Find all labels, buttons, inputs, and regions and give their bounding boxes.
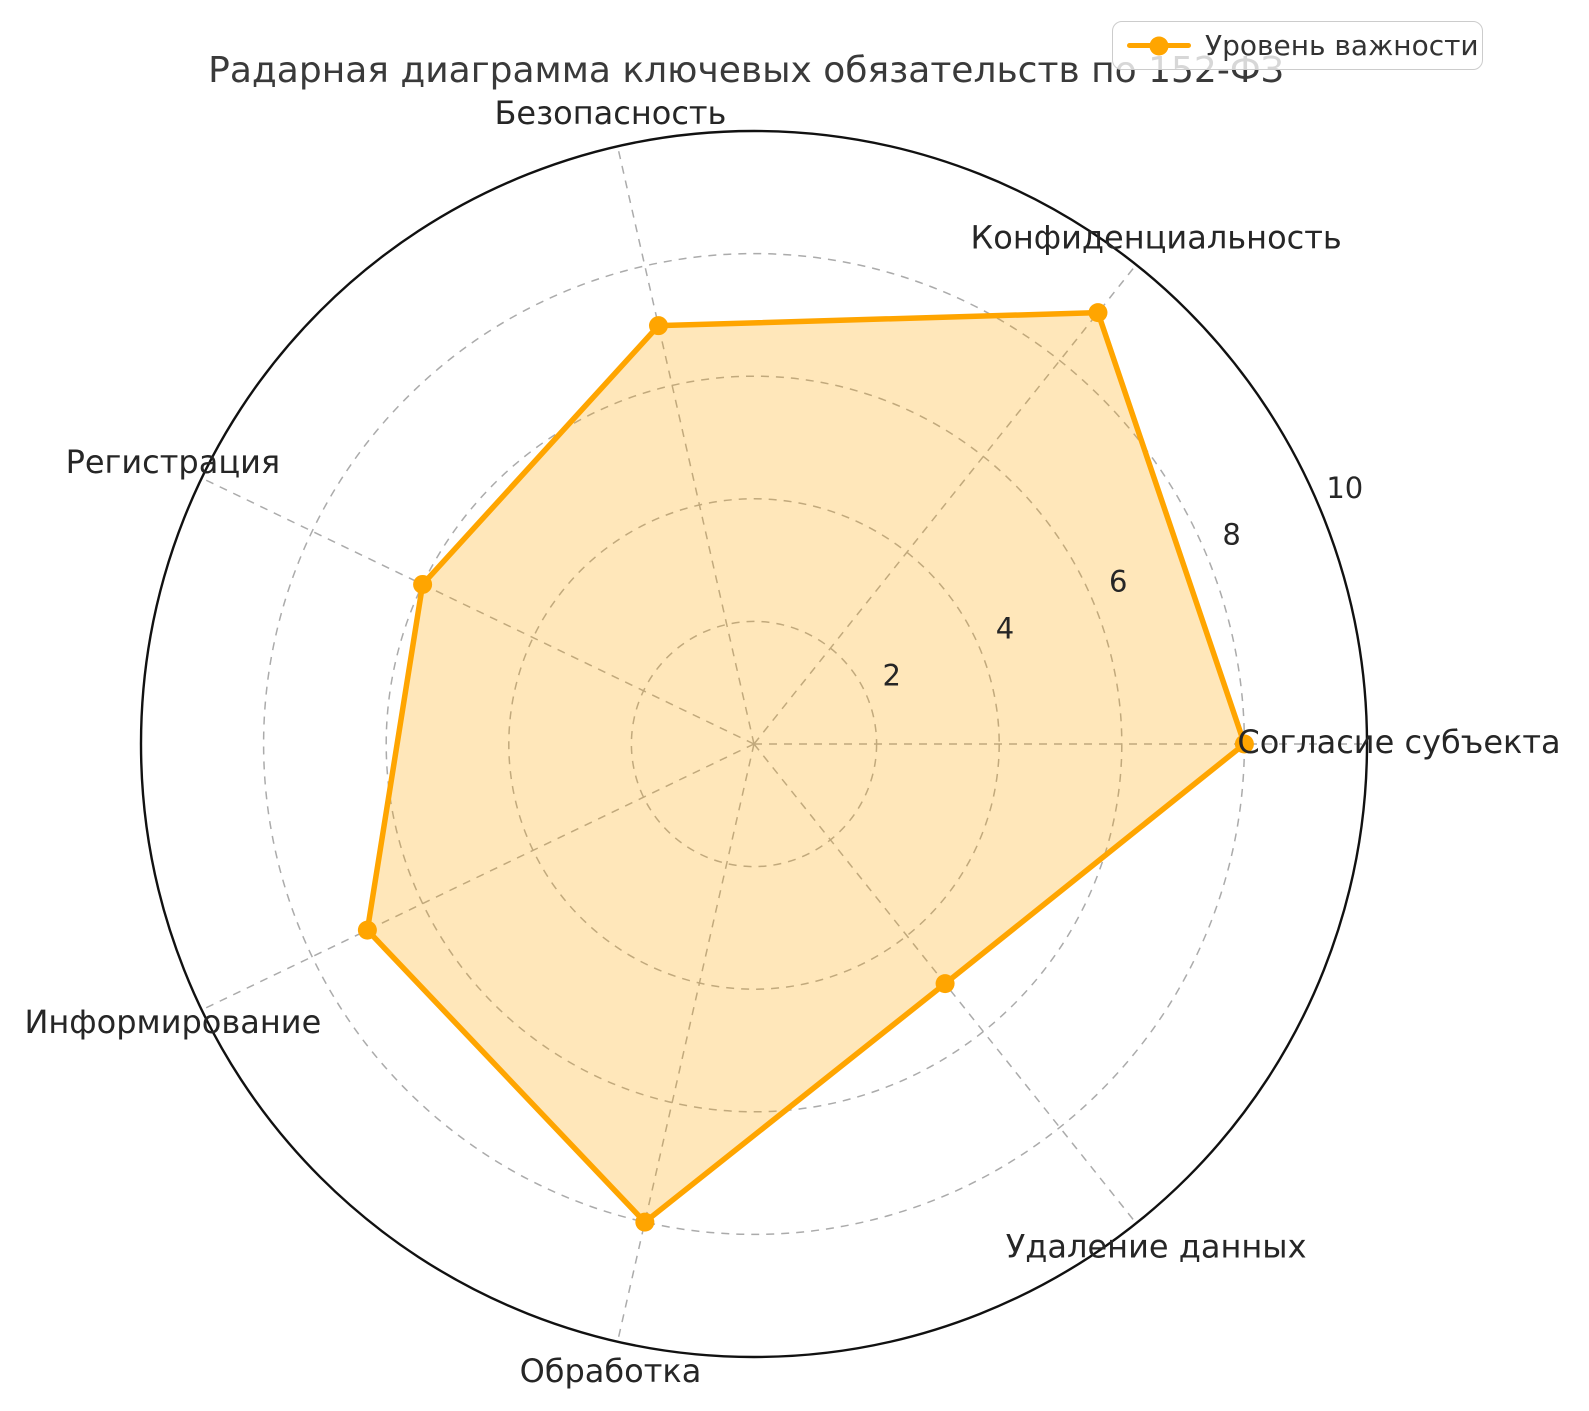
category-label: Информирование: [24, 1003, 321, 1041]
data-point: [357, 920, 377, 940]
data-point: [648, 316, 668, 336]
axis-spoke: [616, 743, 755, 1342]
legend-line-marker-icon: [1127, 36, 1191, 55]
axis-spoke: [616, 146, 755, 745]
legend-label: Уровень важности: [1205, 29, 1479, 62]
radial-tick-label: 4: [996, 612, 1014, 646]
radial-tick-label: 10: [1326, 471, 1363, 505]
data-point: [413, 574, 433, 594]
chart-title: Радарная диаграмма ключевых обязательств…: [208, 50, 1284, 91]
data-point: [1088, 303, 1108, 323]
category-label: Регистрация: [66, 443, 281, 481]
radial-tick-label: 6: [1109, 565, 1127, 599]
axis-spoke: [753, 264, 1137, 745]
data-point: [635, 1212, 655, 1232]
data-point: [1234, 734, 1254, 754]
legend: Уровень важности: [1112, 21, 1483, 70]
axis-spoke: [201, 743, 755, 1011]
radial-tick-label: 8: [1222, 518, 1240, 552]
outer-circle: [139, 129, 1369, 1359]
radial-tick-label: 2: [883, 658, 901, 692]
category-label: Обработка: [520, 1352, 702, 1390]
category-label: Согласие субъекта: [1237, 723, 1560, 761]
legend-dot-icon: [1149, 36, 1169, 55]
axis-spoke: [201, 477, 755, 745]
category-label: Безопасность: [494, 94, 726, 132]
data-polygon: [364, 309, 1248, 1225]
category-label: Конфиденциальность: [971, 219, 1342, 257]
data-point: [935, 974, 955, 994]
category-label: Удаление данных: [1006, 1227, 1307, 1265]
